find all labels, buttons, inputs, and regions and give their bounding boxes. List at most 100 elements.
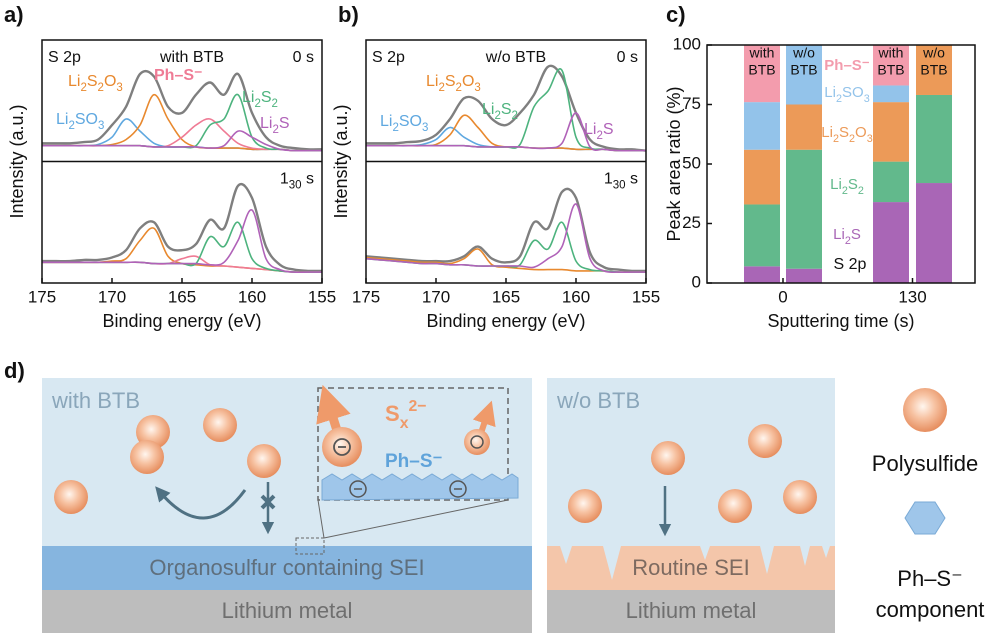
spectrum-curve	[41, 209, 322, 274]
polysulfide	[651, 441, 685, 475]
y-tick-label: 0	[692, 272, 701, 291]
bar-segment	[916, 94, 952, 184]
reflect-arrow	[155, 486, 247, 520]
x-tick-label: 175	[352, 287, 380, 306]
core-level: S 2p	[48, 49, 81, 66]
core-level: S 2p	[372, 49, 405, 66]
spectrum-curve	[365, 203, 646, 274]
panel-label: b)	[338, 2, 359, 27]
x-axis-title: Binding energy (eV)	[102, 311, 261, 331]
spectrum-curve	[366, 112, 646, 152]
bar-segment	[744, 266, 780, 283]
sei-layer	[547, 546, 835, 590]
polysulfide	[247, 444, 281, 478]
bar-label: with	[749, 45, 775, 61]
x-tick-label: 165	[492, 287, 520, 306]
block-mark	[260, 494, 276, 510]
x-tick-label: 155	[632, 287, 660, 306]
bar-segment	[916, 183, 952, 283]
bar-segment	[744, 149, 780, 205]
spectrum-curve	[42, 130, 322, 152]
bar-segment	[873, 161, 909, 203]
spectrum-curve	[42, 69, 323, 151]
series-label: Li2S2O3	[821, 124, 872, 145]
series-label: Li2SO3	[824, 84, 869, 105]
series-label: Li2S2	[830, 176, 864, 197]
y-axis-title: Peak area ratio (%)	[664, 86, 684, 241]
x-tick-label: 170	[98, 287, 126, 306]
time-label: 0 s	[293, 49, 314, 66]
spectrum-curve	[365, 221, 646, 273]
diagram-right	[547, 378, 835, 633]
minus-sign	[333, 438, 351, 456]
x-tick-label: 160	[238, 287, 266, 306]
panel-label: d)	[4, 358, 25, 383]
diagram-text: with BTB w/o BTB Organosulfur containing…	[51, 388, 984, 623]
component-label: Li2S	[584, 121, 614, 142]
bar-segment	[873, 102, 909, 162]
polysulfide	[130, 440, 164, 474]
bar-segment	[873, 85, 909, 103]
bar-segment	[873, 45, 909, 86]
component-label: Ph–S⁻	[154, 67, 202, 84]
spectrum-curve	[365, 187, 647, 273]
component-label: Li2S2	[242, 89, 278, 110]
polysulfide	[464, 429, 490, 455]
bar-segment	[744, 45, 780, 103]
electrolyte	[42, 378, 532, 546]
bar-segment	[786, 268, 822, 283]
panel-label: c)	[666, 2, 686, 27]
bar-label: BTB	[920, 62, 947, 78]
time-label: 130 s	[604, 171, 638, 192]
metal-label: Lithium metal	[626, 598, 757, 623]
bar-segment	[786, 104, 822, 150]
polysulfide	[568, 489, 602, 523]
polysulfide	[203, 408, 237, 442]
y-tick-label: 100	[673, 34, 701, 53]
lithium-layer	[42, 590, 532, 633]
component-label: Li2S2	[482, 101, 518, 122]
sei-layer	[42, 546, 532, 590]
bar-label: BTB	[748, 62, 775, 78]
y-axis-title: Intensity (a.u.)	[331, 104, 351, 218]
time-label: 130 s	[280, 171, 314, 192]
legend-label: Polysulfide	[872, 451, 978, 476]
x-tick-label: 165	[168, 287, 196, 306]
zoom-line	[317, 499, 325, 539]
inset-frame	[317, 387, 509, 501]
bar-segment	[786, 149, 822, 269]
legend-label: component	[876, 597, 985, 622]
bar-segment	[916, 45, 952, 95]
minus-signs	[349, 480, 467, 498]
legend-label: Ph–S⁻	[897, 566, 962, 591]
x-axis-title: Binding energy (eV)	[426, 311, 585, 331]
spectrum-curve	[366, 64, 647, 152]
x-tick-label: 175	[28, 287, 56, 306]
panel-label: a)	[4, 2, 24, 27]
spectrum-curve	[42, 182, 323, 273]
y-tick-label: 75	[682, 94, 701, 113]
y-tick-label: 50	[682, 153, 701, 172]
series-label: Li2S	[833, 226, 861, 247]
component-label: Li2SO3	[380, 113, 428, 134]
x-tick-label: 170	[422, 287, 450, 306]
spectrum-curve	[365, 248, 646, 273]
bar-label: BTB	[877, 62, 904, 78]
core-level: S 2p	[834, 256, 867, 273]
component-label: Li2S2O3	[426, 73, 481, 94]
time-label: 0 s	[617, 49, 638, 66]
bar-label: with	[878, 45, 904, 61]
component-label: Li2S2O3	[68, 73, 123, 94]
x-tick-label: 0	[778, 287, 787, 306]
sei-label: Routine SEI	[632, 555, 749, 580]
bar-segment	[744, 204, 780, 267]
zoom-line	[323, 499, 509, 539]
lithium-layer	[547, 590, 835, 633]
polysulfide	[718, 489, 752, 523]
component-label: Li2S	[260, 115, 290, 136]
bar-segment	[786, 45, 822, 105]
sei-label: Organosulfur containing SEI	[149, 555, 424, 580]
polysulfide	[54, 480, 88, 514]
condition: with BTB	[159, 49, 224, 66]
